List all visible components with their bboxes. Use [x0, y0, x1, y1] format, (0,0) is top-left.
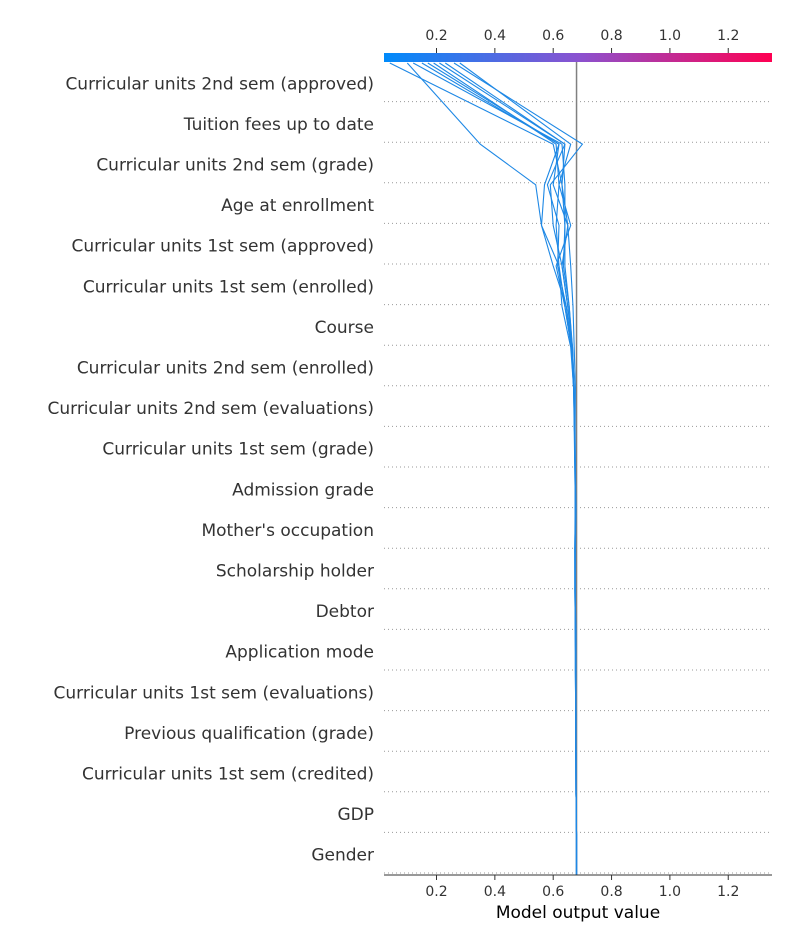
- decision-lines: [389, 62, 584, 875]
- decision-line: [439, 62, 578, 875]
- x-tick-label-bottom: 0.8: [600, 884, 622, 900]
- x-tick-label-bottom: 0.4: [484, 884, 506, 900]
- x-tick-label-bottom: 0.2: [425, 884, 447, 900]
- feature-label: Curricular units 1st sem (evaluations): [54, 683, 374, 703]
- x-axis-title: Model output value: [496, 903, 660, 923]
- feature-label: Curricular units 2nd sem (enrolled): [77, 359, 374, 379]
- x-tick-label-top: 0.8: [600, 28, 622, 44]
- feature-label: Admission grade: [232, 480, 374, 500]
- feature-label: Debtor: [316, 602, 374, 622]
- colorbar: [384, 53, 772, 62]
- feature-label: Curricular units 1st sem (enrolled): [83, 277, 374, 297]
- x-tick-label-top: 1.0: [659, 28, 681, 44]
- decision-line: [412, 62, 578, 875]
- feature-labels: Curricular units 2nd sem (approved) Tuiti…: [47, 74, 374, 865]
- feature-label: Scholarship holder: [216, 562, 374, 582]
- feature-label: Tuition fees up to date: [183, 115, 374, 135]
- feature-label: Curricular units 1st sem (approved): [71, 237, 374, 257]
- x-tick-label-bottom: 1.2: [717, 884, 739, 900]
- x-tick-label-bottom: 1.0: [659, 884, 681, 900]
- feature-label: Curricular units 2nd sem (grade): [96, 156, 374, 176]
- decision-line: [444, 62, 578, 875]
- feature-label: Age at enrollment: [221, 196, 374, 216]
- feature-label: Previous qualification (grade): [124, 724, 374, 744]
- x-tick-label-top: 0.4: [484, 28, 506, 44]
- decision-line: [406, 62, 578, 875]
- feature-label: Curricular units 2nd sem (approved): [65, 74, 374, 94]
- feature-label: Mother's occupation: [201, 521, 374, 541]
- x-tick-label-bottom: 0.6: [542, 884, 564, 900]
- x-tick-label-top: 0.6: [542, 28, 564, 44]
- decision-line: [459, 62, 578, 875]
- x-axis-ticks: 0.2 0.2 0.4 0.4 0.6 0.6 0.8 0.8 1.0 1.0 1.2 1.2: [425, 28, 739, 900]
- feature-label: Gender: [311, 846, 374, 866]
- decision-line: [389, 62, 578, 875]
- feature-label: Curricular units 1st sem (credited): [82, 765, 374, 785]
- x-tick-label-top: 0.2: [425, 28, 447, 44]
- feature-label: Course: [315, 318, 374, 338]
- x-tick-label-top: 1.2: [717, 28, 739, 44]
- feature-label: Application mode: [225, 643, 374, 663]
- feature-label: Curricular units 2nd sem (evaluations): [47, 399, 374, 419]
- decision-line: [433, 62, 578, 875]
- decision-line: [453, 62, 584, 875]
- decision-line: [427, 62, 578, 875]
- feature-label: GDP: [337, 805, 374, 825]
- feature-label: Curricular units 1st sem (grade): [102, 440, 374, 460]
